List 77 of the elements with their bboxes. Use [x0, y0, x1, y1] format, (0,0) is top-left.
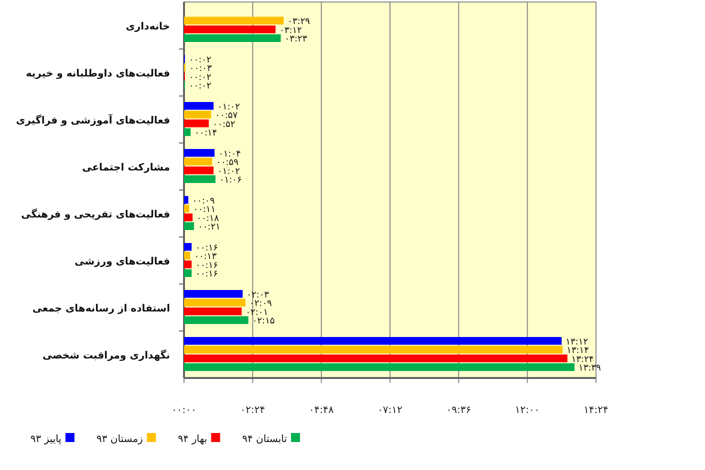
data-label: ۰۰:۱۶	[196, 243, 218, 254]
x-tick-label: ۰۲:۲۴	[240, 405, 266, 416]
data-label: ۰۰:۲۱	[198, 222, 220, 232]
data-label: ۰۰:۱۶	[196, 260, 218, 271]
x-tick-label: ۰۰:۰۰	[172, 405, 196, 416]
x-tick-label: ۱۲:۰۰	[514, 405, 540, 416]
bar	[184, 290, 243, 298]
data-label: ۰۰:۰۳	[189, 64, 212, 74]
data-label: ۰۰:۵۲	[212, 120, 236, 130]
data-label: ۰۳:۱۲	[280, 26, 302, 36]
data-label: ۰۰:۰۹	[192, 196, 215, 206]
data-label: ۰۱:۰۶	[219, 176, 242, 186]
data-label: ۱۳:۱۴	[566, 346, 590, 356]
data-label: ۰۰:۰۲	[188, 55, 212, 66]
bar	[184, 298, 246, 306]
y-tick-label: استفاده از رسانه‌های جمعی	[32, 304, 170, 314]
data-label: ۱۳:۲۴	[571, 354, 594, 365]
y-tick-label: فعالیت‌های تفریحی و فرهنگی	[21, 208, 170, 220]
bar	[184, 269, 192, 277]
data-label: ۱۳:۳۹	[578, 364, 602, 374]
bar	[184, 175, 216, 183]
data-label: ۰۰:۱۸	[196, 214, 220, 224]
legend-label: زمستان ۹۳	[96, 434, 144, 445]
x-tick-label: ۰۷:۱۲	[378, 405, 402, 416]
bar	[184, 196, 188, 204]
bar	[184, 34, 281, 42]
bar	[184, 354, 568, 362]
bar	[184, 363, 575, 371]
data-label: ۰۰:۱۳	[194, 252, 217, 262]
data-label: ۰۳:۲۳	[284, 34, 308, 44]
y-tick-label: فعالیت‌های ورزشی	[74, 256, 170, 268]
legend-label: پاییز ۹۳	[30, 434, 62, 445]
data-label: ۰۰:۱۶	[196, 270, 218, 280]
bar	[184, 128, 191, 136]
bar	[184, 110, 212, 118]
legend-label: تابستان ۹۴	[242, 434, 288, 445]
bar	[184, 149, 215, 157]
data-label: ۰۱:۰۲	[218, 166, 240, 177]
data-label: ۰۳:۲۹	[288, 17, 310, 27]
bar	[184, 252, 190, 260]
y-tick-label: فعالیت‌های آموزشی و فراگیری	[16, 114, 170, 126]
bar	[184, 308, 242, 316]
bar	[184, 102, 214, 110]
data-label: ۰۰:۰۲	[188, 82, 212, 92]
data-label: ۰۰:۰۲	[188, 72, 212, 83]
y-tick-label: خانه‌داری	[126, 22, 170, 32]
data-label: ۰۰:۵۹	[216, 158, 239, 168]
bar	[184, 120, 209, 128]
bar	[184, 158, 212, 166]
bar	[184, 346, 563, 354]
x-tick-label: ۰۹:۳۶	[446, 405, 472, 416]
bar	[184, 214, 193, 222]
data-label: ۱۳:۱۲	[566, 337, 588, 348]
y-tick-label: مشارکت اجتماعی	[82, 162, 170, 174]
y-tick-label: فعالیت‌های داوطلبانه و خیریه	[26, 68, 170, 80]
x-tick-label: ۰۴:۴۸	[308, 405, 334, 416]
data-label: ۰۲:۱۵	[252, 316, 275, 326]
data-label: ۰۰:۱۴	[194, 128, 218, 138]
bar	[184, 260, 192, 268]
legend-label: بهار ۹۴	[178, 434, 208, 445]
data-label: ۰۲:۰۱	[246, 308, 268, 318]
bar	[184, 316, 248, 324]
y-tick-label: نگهداری ومراقبت شخصی	[42, 348, 170, 362]
bar	[184, 204, 190, 212]
data-label: ۰۲:۰۳	[246, 290, 270, 300]
bar	[184, 166, 214, 174]
data-label: ۰۱:۰۴	[218, 149, 242, 160]
x-tick-label: ۱۴:۲۴	[584, 405, 608, 416]
data-label: ۰۱:۰۲	[218, 102, 240, 112]
bar	[184, 337, 562, 345]
data-label: ۰۰:۵۷	[215, 111, 238, 121]
bar	[184, 16, 284, 24]
bar	[184, 222, 194, 230]
data-label: ۰۰:۱۱	[193, 205, 216, 215]
bar	[184, 26, 276, 34]
data-label: ۰۲:۰۹	[250, 299, 272, 309]
bar	[184, 243, 192, 251]
